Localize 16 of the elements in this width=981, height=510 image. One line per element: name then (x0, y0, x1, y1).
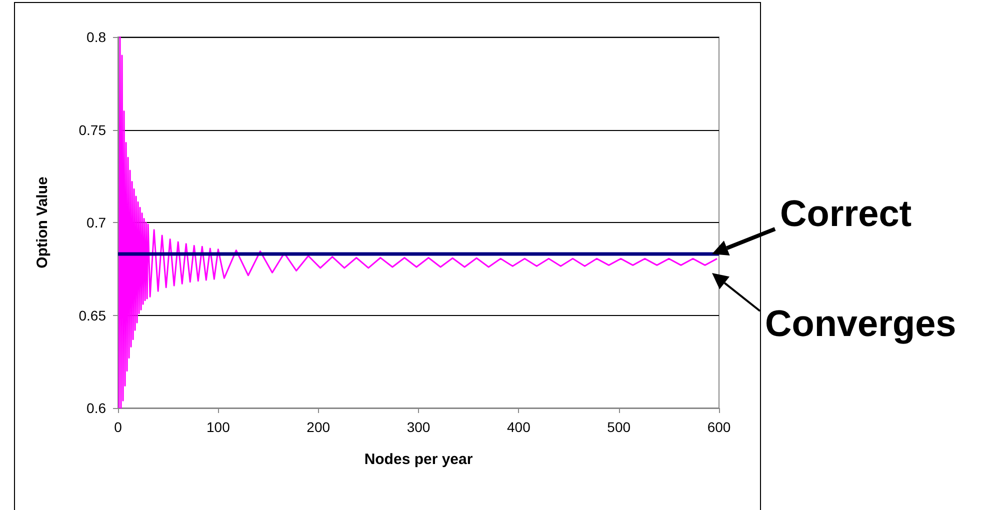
x-tick-label: 400 (506, 419, 531, 435)
x-tick-label: 300 (406, 419, 430, 435)
x-tick-label: 0 (114, 419, 122, 435)
y-tick-label: 0.8 (86, 29, 106, 45)
y-tick-label: 0.75 (78, 122, 106, 138)
text: Converges (765, 303, 956, 345)
x-tick-label: 500 (607, 419, 631, 435)
y-tick-label: 0.6 (86, 400, 106, 416)
ref-line-label: Correct (780, 193, 912, 235)
x-tick-label: 200 (306, 419, 330, 435)
y-axis-title: Option Value (34, 176, 51, 268)
y-tick-label: 0.65 (78, 307, 106, 324)
x-tick-label: 600 (707, 419, 731, 435)
y-tick-label: 0.7 (86, 214, 106, 230)
x-axis-title: Nodes per year (364, 451, 473, 468)
x-tick-label: 100 (206, 419, 230, 435)
